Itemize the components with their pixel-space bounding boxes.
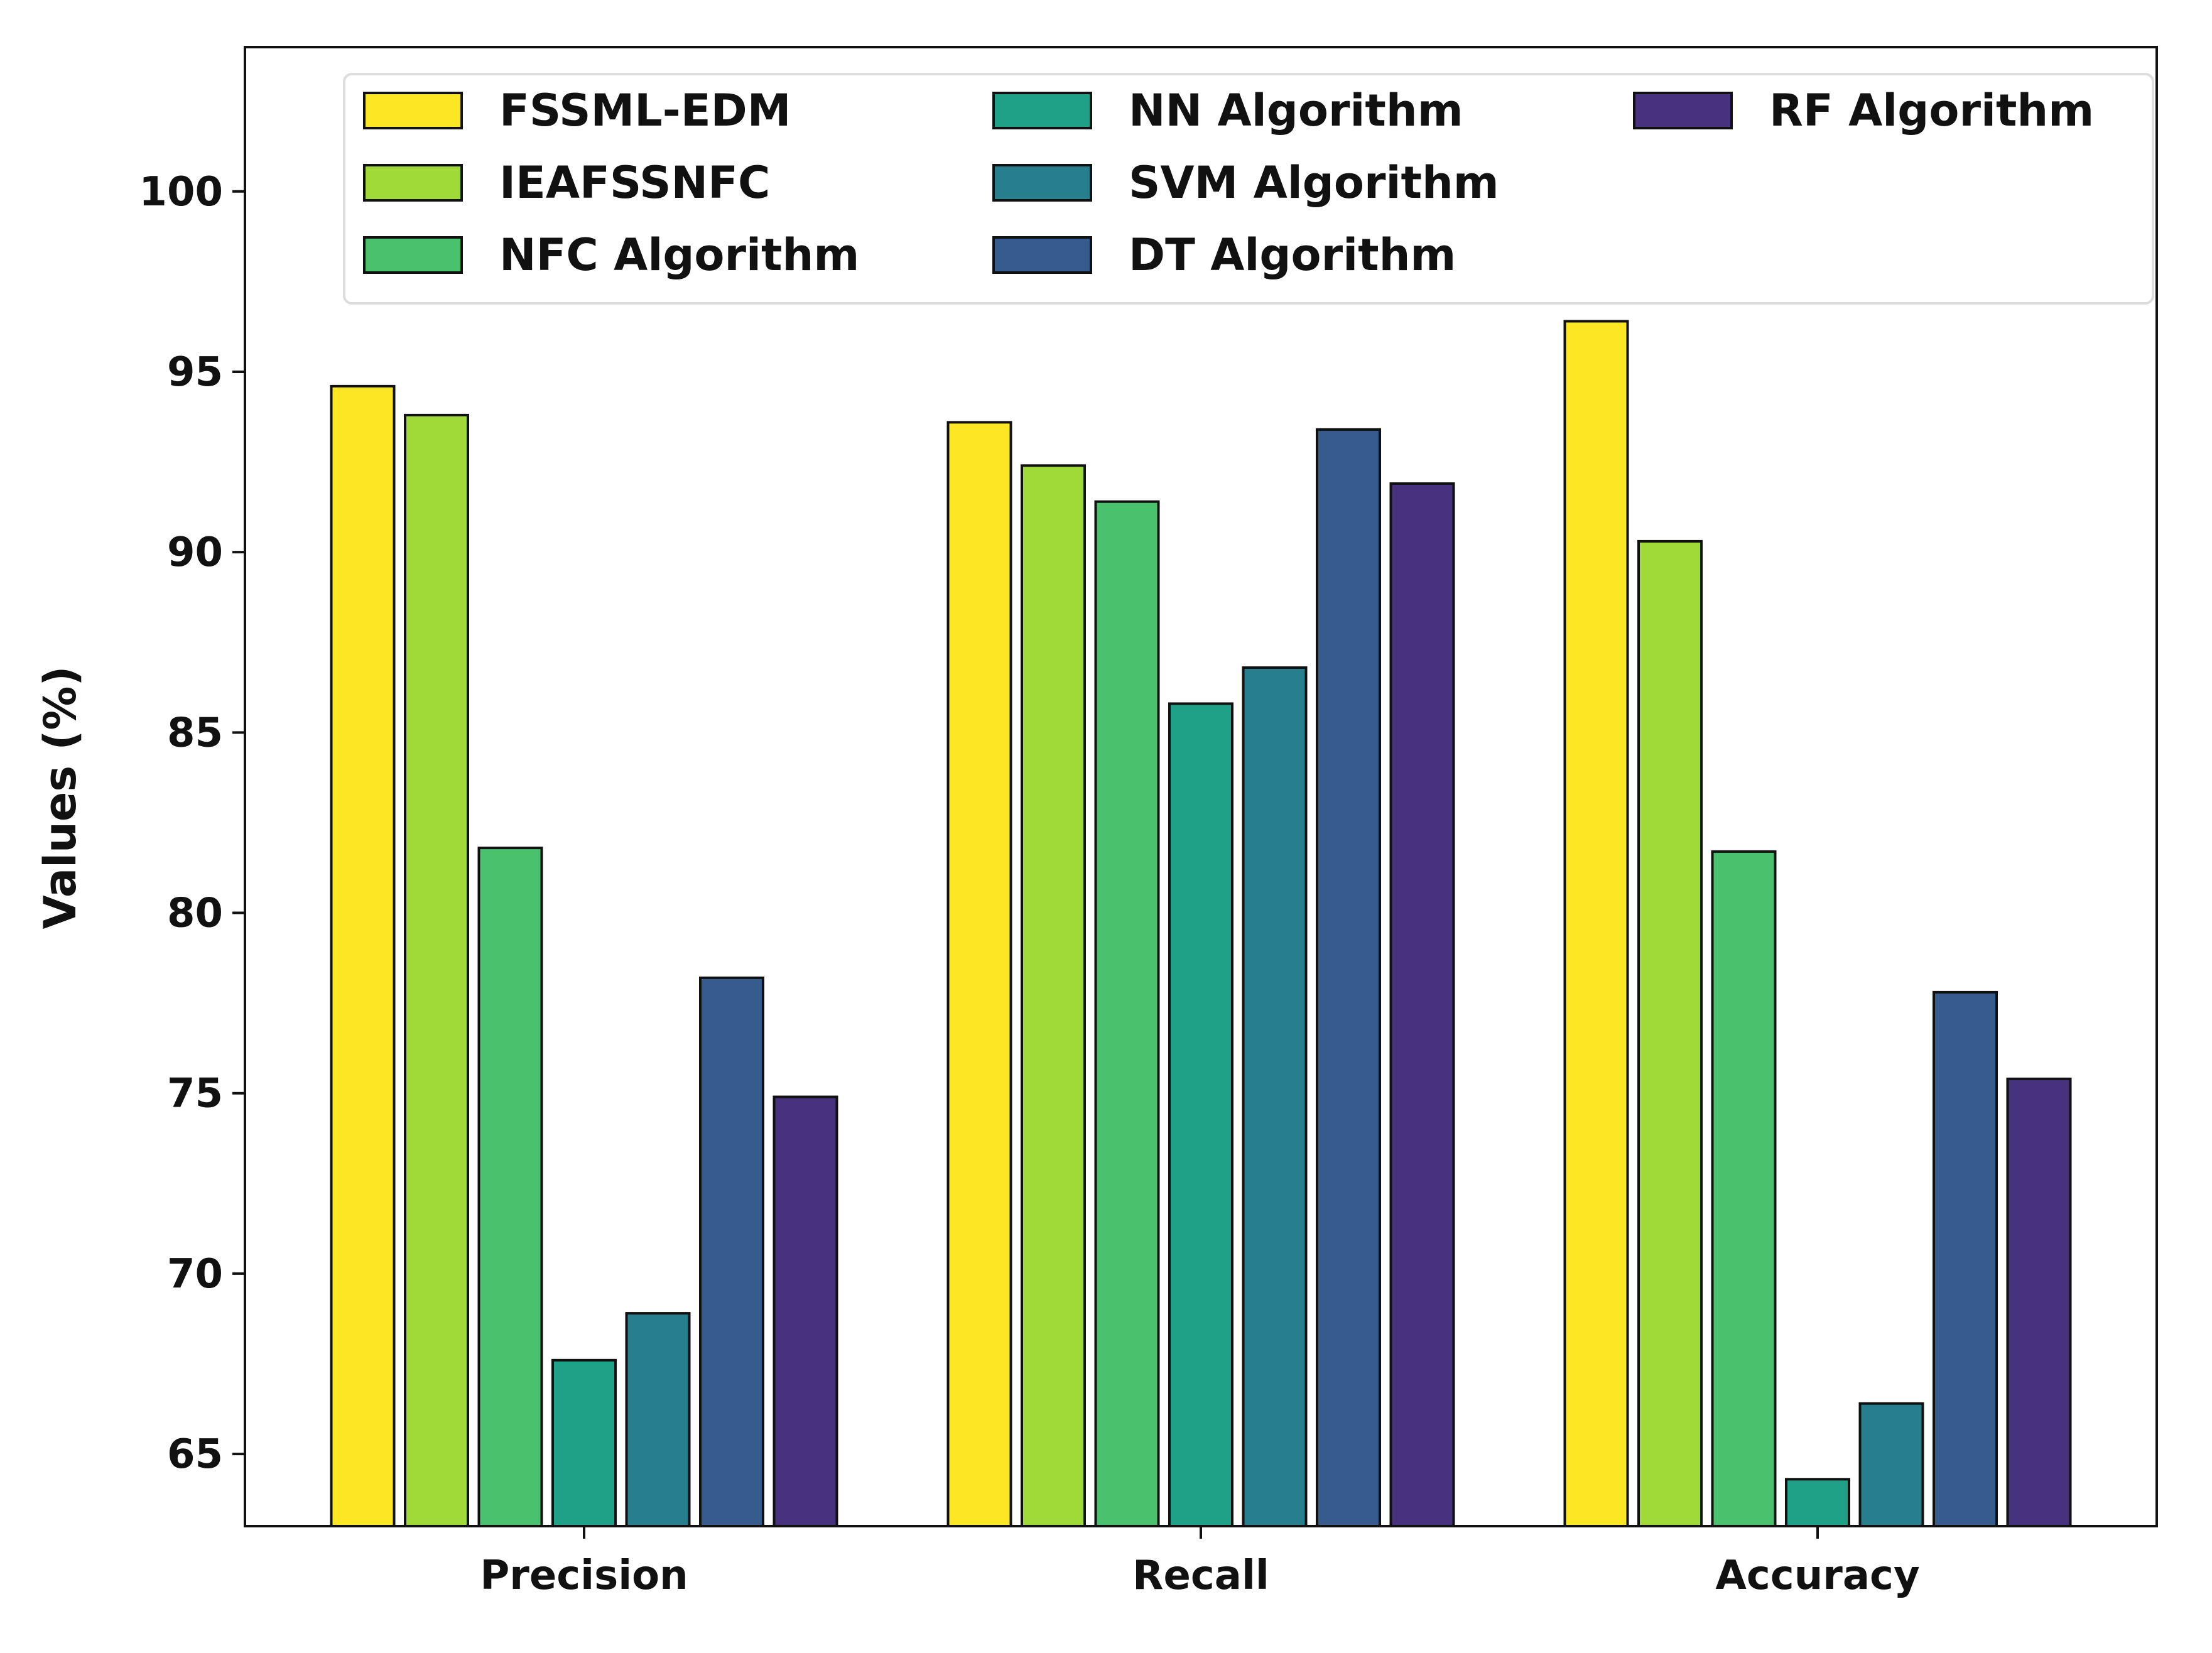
legend-swatch-nn-algorithm (992, 92, 1092, 129)
y-tick-label: 70 (167, 1251, 223, 1298)
bar-precision-ieafssnfc (404, 413, 469, 1527)
legend-label-svm-algorithm: SVM Algorithm (1129, 157, 1499, 209)
legend-label-rf-algorithm: RF Algorithm (1769, 85, 2094, 136)
x-tick-label-recall: Recall (1132, 1553, 1269, 1599)
legend-swatch-rf-algorithm (1633, 92, 1733, 129)
y-axis: 65 70 75 80 85 90 95 100 (139, 169, 245, 1478)
bar-recall-nfc-algorithm (1094, 500, 1160, 1528)
legend-swatch-nfc-algorithm (363, 236, 463, 274)
legend-label-dt-algorithm: DT Algorithm (1129, 229, 1456, 281)
bar-accuracy-dt-algorithm (1933, 990, 1998, 1527)
legend-swatch-ieafssnfc (363, 164, 463, 202)
bar-precision-fssml-edm (330, 384, 396, 1527)
bar-recall-nn-algorithm (1168, 702, 1233, 1527)
bar-accuracy-fssml-edm (1563, 320, 1629, 1527)
bar-accuracy-ieafssnfc (1637, 539, 1703, 1527)
y-tick-label: 80 (167, 891, 223, 937)
bar-precision-nn-algorithm (551, 1358, 617, 1528)
y-tick-label: 85 (167, 710, 223, 756)
bar-recall-fssml-edm (946, 421, 1012, 1527)
y-tick-label: 100 (139, 169, 223, 215)
x-tick-label-precision: Precision (480, 1553, 688, 1599)
bar-recall-svm-algorithm (1242, 666, 1308, 1527)
legend-swatch-svm-algorithm (992, 164, 1092, 202)
legend-label-nfc-algorithm: NFC Algorithm (499, 229, 859, 281)
legend-label-ieafssnfc: IEAFSSNFC (499, 157, 770, 209)
x-axis: Precision Recall Accuracy (480, 1526, 1920, 1599)
legend-label-fssml-edm: FSSML-EDM (499, 85, 791, 136)
x-tick-label-accuracy: Accuracy (1715, 1553, 1919, 1599)
bar-accuracy-nn-algorithm (1785, 1478, 1850, 1528)
y-tick-label: 90 (167, 529, 223, 576)
legend: FSSML-EDM IEAFSSNFC NFC Algorithm NN Algori… (343, 73, 2154, 305)
y-tick-label: 75 (167, 1071, 223, 1117)
y-tick-label: 65 (167, 1431, 223, 1478)
bar-accuracy-rf-algorithm (2006, 1077, 2072, 1528)
bar-precision-nfc-algorithm (477, 847, 543, 1527)
bar-recall-dt-algorithm (1316, 428, 1381, 1527)
legend-label-nn-algorithm: NN Algorithm (1129, 85, 1463, 136)
y-axis-title: Values (%) (35, 666, 86, 929)
bar-recall-rf-algorithm (1389, 482, 1455, 1527)
bar-precision-svm-algorithm (625, 1312, 691, 1528)
legend-swatch-dt-algorithm (992, 236, 1092, 274)
legend-swatch-fssml-edm (363, 92, 463, 129)
legend-box (343, 73, 2154, 305)
y-tick-label: 95 (167, 349, 223, 396)
bar-accuracy-svm-algorithm (1858, 1402, 1924, 1527)
bar-precision-dt-algorithm (699, 976, 764, 1527)
bar-accuracy-nfc-algorithm (1711, 850, 1777, 1527)
bar-precision-rf-algorithm (773, 1095, 838, 1527)
bars-layer (330, 320, 2072, 1528)
bar-recall-ieafssnfc (1021, 464, 1086, 1527)
